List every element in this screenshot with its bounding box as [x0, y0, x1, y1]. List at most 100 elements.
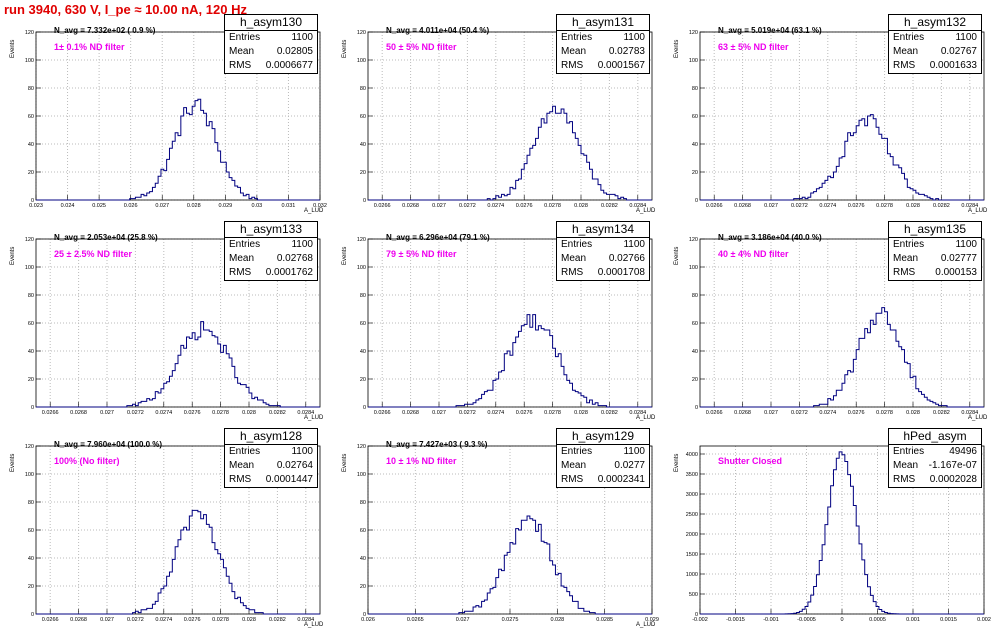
stat-value: 0.02767	[940, 46, 977, 57]
histogram-panel-h_asym128: 0.0266 0.0268 0.027 0.0272 0.0274 0.0276 0.027…	[0, 426, 332, 633]
y-tick-label: 100	[357, 472, 366, 478]
x-axis-label: A_LUD	[304, 415, 324, 421]
histogram-plot: 0.026 0.0265 0.027 0.0275 0.028 0.0285 0.029 0 2…	[357, 444, 659, 623]
x-tick-label: 0.023	[29, 203, 43, 209]
stat-box: h_asym133 Entries 1100 Mean 0.02768 RMS 0.0001…	[224, 221, 318, 281]
stat-label: RMS	[893, 60, 916, 71]
stat-row: Mean -1.167e-07	[889, 459, 981, 473]
y-tick-label: 60	[28, 321, 34, 327]
x-tick-label: 0.0272	[127, 410, 144, 416]
stat-label: Mean	[229, 460, 255, 471]
y-tick-label: 0	[363, 612, 366, 618]
stat-value: 0.0002028	[929, 474, 977, 485]
histogram-series	[700, 451, 984, 615]
x-tick-label: -0.0015	[726, 617, 745, 623]
y-tick-label: 60	[360, 114, 366, 120]
x-tick-label: 0.0266	[374, 410, 391, 416]
x-tick-label: 0.0278	[212, 617, 229, 623]
filter-annotation: 100% (No filter)	[54, 456, 120, 466]
stat-box: h_asym131 Entries 1100 Mean 0.02783 RMS 0.0001…	[556, 14, 650, 74]
x-tick-label: 0.0276	[516, 410, 533, 416]
y-tick-label: 100	[25, 58, 34, 64]
y-tick-label: 4000	[686, 452, 698, 458]
y-tick-label: 120	[25, 444, 34, 450]
histogram-series	[368, 314, 652, 408]
stat-box-title: h_asym133	[225, 222, 317, 238]
x-tick-label: 0.0015	[940, 617, 957, 623]
x-tick-label: 0.0284	[297, 617, 314, 623]
histogram-series	[36, 509, 320, 615]
y-tick-label: 0	[695, 405, 698, 411]
x-tick-label: 0.028	[574, 203, 588, 209]
y-tick-label: 60	[692, 114, 698, 120]
y-tick-label: 40	[28, 556, 34, 562]
x-tick-label: 0.0266	[42, 617, 59, 623]
x-axis-label: A_LUD	[304, 622, 324, 628]
histogram-panel-h_asym133: 0.0266 0.0268 0.027 0.0272 0.0274 0.0276 0.027…	[0, 219, 332, 426]
stat-row: Mean 0.02767	[889, 45, 981, 59]
stat-row: Mean 0.02766	[557, 252, 649, 266]
x-tick-label: 0.0272	[459, 203, 476, 209]
x-tick-label: 0.029	[218, 203, 232, 209]
stat-row: Entries 1100	[557, 238, 649, 252]
y-tick-label: 100	[689, 265, 698, 271]
x-tick-label: 0.0285	[596, 617, 613, 623]
stat-row: Mean 0.02764	[225, 459, 317, 473]
y-tick-label: 60	[360, 321, 366, 327]
stat-value: 0.02777	[940, 253, 977, 264]
filter-annotation: 10 ± 1% ND filter	[386, 456, 457, 466]
stat-value: 0.02805	[276, 46, 313, 57]
x-tick-label: 0.0268	[402, 410, 419, 416]
y-tick-label: 40	[360, 556, 366, 562]
filter-annotation: Shutter Closed	[718, 456, 783, 466]
x-tick-label: 0.0272	[127, 617, 144, 623]
x-tick-label: 0.026	[361, 617, 375, 623]
x-tick-label: 0.0282	[269, 617, 286, 623]
histogram-series	[700, 114, 984, 201]
x-tick-label: 0.03	[252, 203, 263, 209]
x-tick-label: 0.027	[100, 410, 114, 416]
x-tick-label: 0.002	[977, 617, 991, 623]
x-tick-label: 0.032	[313, 203, 327, 209]
x-tick-label: 0.024	[61, 203, 75, 209]
y-tick-label: 80	[360, 500, 366, 506]
stat-box: h_asym128 Entries 1100 Mean 0.02764 RMS 0.0001…	[224, 428, 318, 488]
stat-box-title: h_asym130	[225, 15, 317, 31]
navg-label: N_avg = 4.011e+04 (50.4 %)	[386, 26, 490, 35]
stat-box-title: hPed_asym	[889, 429, 981, 445]
stat-box: h_asym134 Entries 1100 Mean 0.02766 RMS 0.0001…	[556, 221, 650, 281]
y-tick-label: 120	[689, 30, 698, 36]
stat-value: 1100	[955, 239, 977, 250]
stat-label: RMS	[229, 474, 252, 485]
x-tick-label: 0.027	[456, 617, 470, 623]
stat-value: -1.167e-07	[928, 460, 977, 471]
x-tick-label: 0.0265	[407, 617, 424, 623]
stat-box: h_asym135 Entries 1100 Mean 0.02777 RMS 0.0001…	[888, 221, 982, 281]
stat-label: RMS	[893, 267, 916, 278]
stat-label: Mean	[893, 460, 919, 471]
stat-box-title: h_asym134	[557, 222, 649, 238]
x-tick-label: 0.0272	[791, 203, 808, 209]
y-axis-label: Events	[10, 246, 16, 265]
filter-annotation: 63 ± 5% ND filter	[718, 42, 789, 52]
x-tick-label: 0.0276	[184, 617, 201, 623]
y-tick-label: 80	[360, 86, 366, 92]
stat-label: Entries	[893, 446, 925, 457]
x-tick-label: 0.0278	[544, 410, 561, 416]
x-tick-label: 0.028	[906, 410, 920, 416]
y-tick-label: 20	[28, 584, 34, 590]
x-tick-label: 0.0274	[819, 203, 836, 209]
navg-label: N_avg = 5.019e+04 (63.1 %)	[718, 26, 822, 35]
x-tick-label: 0.0282	[933, 203, 950, 209]
x-tick-label: 0.001	[906, 617, 920, 623]
stat-row: RMS 0.0002341	[557, 473, 649, 487]
y-tick-label: 100	[689, 58, 698, 64]
stat-row: RMS 0.000153	[889, 266, 981, 280]
y-tick-label: 80	[28, 293, 34, 299]
stat-label: Mean	[561, 460, 587, 471]
x-tick-label: 0.0266	[374, 203, 391, 209]
histogram-panel-h_asym130: 0.023 0.024 0.025 0.026 0.027 0.028 0.029 0.03 0…	[0, 12, 332, 219]
stat-label: RMS	[561, 474, 584, 485]
y-axis-label: Events	[674, 39, 680, 58]
x-tick-label: 0.028	[187, 203, 201, 209]
